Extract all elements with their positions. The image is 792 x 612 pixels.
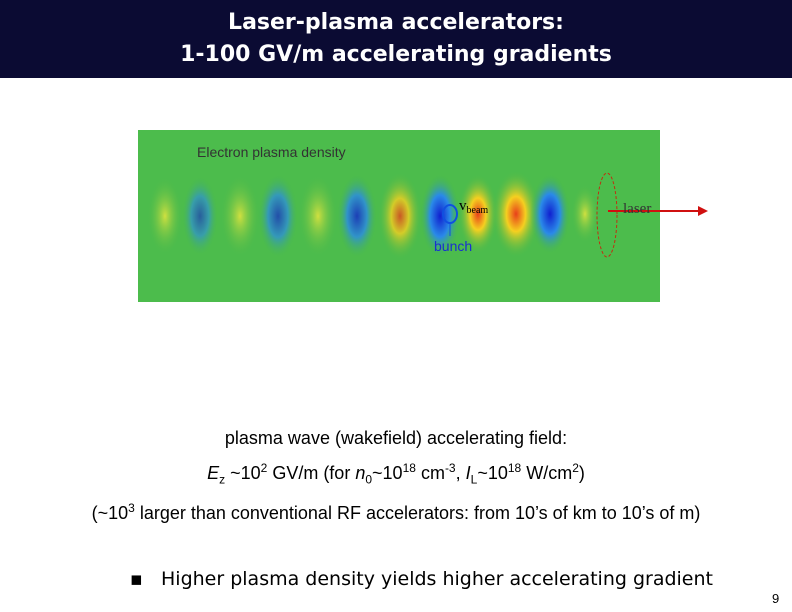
arrowhead bbox=[698, 206, 708, 216]
body-line: (~103 larger than conventional RF accele… bbox=[0, 501, 792, 524]
text-run: ~10 bbox=[225, 463, 261, 483]
text-run: n bbox=[355, 463, 366, 483]
text-run: cm bbox=[415, 463, 445, 483]
text-run: plasma wave (wakefield) accelerating fie… bbox=[224, 428, 568, 448]
body-line: plasma wave (wakefield) accelerating fie… bbox=[0, 428, 792, 449]
text-run: 18 bbox=[507, 461, 522, 475]
text-run: ~10 bbox=[477, 463, 508, 483]
beam-label: vbeam bbox=[459, 198, 488, 216]
text-run: -3 bbox=[444, 461, 456, 475]
wake-pattern bbox=[147, 170, 599, 260]
text-run: E bbox=[207, 463, 220, 483]
text-run: ~10 bbox=[372, 463, 403, 483]
bullet-text: Higher plasma density yields higher acce… bbox=[161, 568, 713, 590]
text-run: ) bbox=[578, 463, 585, 483]
bunch-label: bunch bbox=[434, 238, 472, 254]
title-line: 1-100 GV/m accelerating gradients bbox=[180, 42, 612, 67]
title-line: Laser-plasma accelerators: bbox=[228, 10, 564, 35]
beam-subscript: beam bbox=[467, 205, 489, 216]
text-run: 0 bbox=[365, 472, 373, 487]
text-run: 18 bbox=[402, 461, 416, 475]
text-run: (~10 bbox=[91, 503, 129, 523]
bullet: ▪ Higher plasma density yields higher ac… bbox=[130, 568, 713, 590]
text-run: larger than conventional RF accelerators… bbox=[134, 503, 701, 523]
text-run: 2 bbox=[260, 461, 268, 475]
laser-label: laser bbox=[623, 201, 651, 217]
text-run: I bbox=[465, 463, 471, 483]
text-run: W/cm bbox=[521, 463, 573, 483]
text-run: 3 bbox=[128, 501, 135, 515]
text-run: , bbox=[455, 463, 466, 483]
laser-pulse bbox=[596, 172, 618, 258]
text-run: GV/m (for bbox=[267, 463, 356, 483]
text-run: L bbox=[470, 472, 478, 487]
body-line: Ez ~102 GV/m (for n0~1018 cm-3, IL~1018 … bbox=[0, 461, 792, 487]
page-number: 9 bbox=[772, 591, 780, 606]
beam-symbol: v bbox=[459, 198, 467, 214]
header: Laser-plasma accelerators: 1-100 GV/m ac… bbox=[0, 0, 792, 78]
text-run: 2 bbox=[572, 461, 579, 475]
figure-caption: Electron plasma density bbox=[197, 144, 346, 160]
text-run: z bbox=[219, 472, 226, 487]
